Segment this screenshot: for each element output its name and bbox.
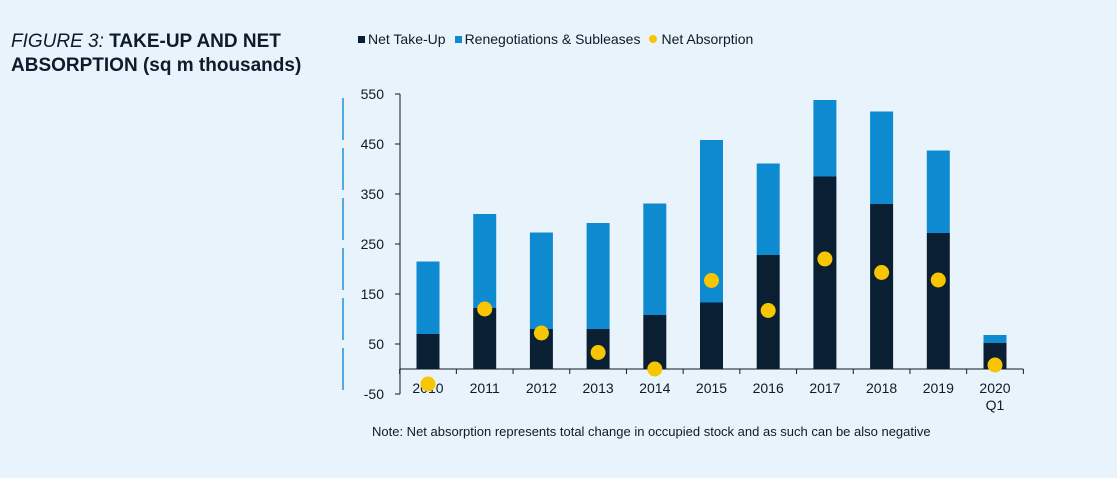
figure-title-rest: ABSORPTION (sq m thousands) xyxy=(11,55,302,76)
x-tick-label: 2020 Q1 xyxy=(979,380,1010,413)
chart-legend: Net Take-Up Renegotiations & Subleases N… xyxy=(358,31,762,47)
point-net-absorption xyxy=(817,251,833,267)
bar-renegotiations xyxy=(473,214,497,308)
y-tick-label: 250 xyxy=(361,236,385,252)
x-tick-label: 2019 xyxy=(923,380,954,396)
x-tick-label: 2016 xyxy=(753,380,784,396)
figure-number: FIGURE 3: xyxy=(11,31,104,52)
legend-item-net-take-up: Net Take-Up xyxy=(358,31,446,47)
point-net-absorption xyxy=(477,301,493,317)
legend-swatch-net-take-up xyxy=(358,35,365,43)
bar-renegotiations xyxy=(700,140,723,303)
x-tick-label: 2011 xyxy=(470,380,500,396)
bar-net-take-up xyxy=(926,233,950,369)
point-net-absorption xyxy=(930,272,946,288)
bar-renegotiations xyxy=(926,150,950,233)
point-net-absorption xyxy=(987,357,1003,373)
bar-renegotiations xyxy=(643,203,667,315)
y-tick-label: 150 xyxy=(361,286,385,302)
figure-title-main: TAKE-UP AND NET xyxy=(109,31,281,52)
point-net-absorption xyxy=(647,361,663,377)
y-tick-label: -50 xyxy=(364,386,384,402)
legend-label-net-absorption: Net Absorption xyxy=(661,31,754,47)
bar-net-take-up xyxy=(870,204,894,369)
bar-net-take-up xyxy=(416,334,440,369)
legend-item-renegotiations: Renegotiations & Subleases xyxy=(454,31,641,47)
point-net-absorption xyxy=(533,325,549,341)
x-tick-label: 2018 xyxy=(866,380,897,396)
bar-net-take-up xyxy=(529,329,553,369)
bar-renegotiations xyxy=(529,232,553,329)
bar-renegotiations xyxy=(870,111,894,204)
bar-renegotiations xyxy=(983,335,1007,343)
bar-renegotiations xyxy=(416,261,440,334)
bar-renegotiations xyxy=(586,223,610,329)
y-tick-label: 450 xyxy=(361,136,385,152)
legend-dot-net-absorption xyxy=(649,35,658,43)
y-tick-label: 350 xyxy=(361,186,385,202)
point-net-absorption xyxy=(760,303,776,318)
bar-net-take-up xyxy=(643,315,667,369)
x-tick-label: 2013 xyxy=(583,380,614,396)
legend-item-net-absorption: Net Absorption xyxy=(649,31,753,47)
bar-renegotiations xyxy=(813,100,837,177)
legend-swatch-renegotiations xyxy=(454,35,462,43)
x-tick-label: 2017 xyxy=(809,380,840,396)
legend-label-renegotiations: Renegotiations & Subleases xyxy=(464,31,641,47)
x-tick-label: 2015 xyxy=(696,380,727,396)
bar-net-take-up xyxy=(700,302,723,369)
point-net-absorption xyxy=(874,265,890,280)
figure-title: FIGURE 3: TAKE-UP AND NET ABSORPTION (sq… xyxy=(11,30,351,78)
legend-label-net-take-up: Net Take-Up xyxy=(368,31,446,47)
point-net-absorption xyxy=(590,345,606,360)
y-tick-label: 50 xyxy=(368,336,384,352)
x-tick-label: 2012 xyxy=(526,380,557,396)
y-tick-label: 550 xyxy=(361,86,385,102)
chart-note: Note: Net absorption represents total ch… xyxy=(372,424,931,439)
point-net-absorption xyxy=(420,376,436,392)
point-net-absorption xyxy=(704,273,719,288)
x-tick-label: 2014 xyxy=(639,380,670,396)
bar-renegotiations xyxy=(756,163,780,255)
bar-net-take-up xyxy=(813,176,837,369)
bar-net-take-up xyxy=(473,308,497,369)
